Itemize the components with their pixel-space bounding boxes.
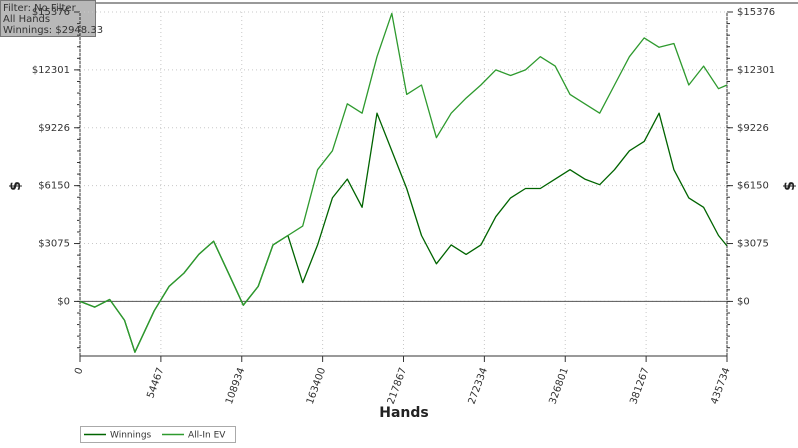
y2-tick-label: $0	[737, 296, 750, 307]
y-tick-label: $6150	[38, 181, 70, 192]
y-axis-title: $	[8, 181, 24, 191]
x-tick-label: 381267	[628, 366, 651, 406]
x-tick-label: 217867	[386, 366, 409, 406]
info-filter: Filter: No Filter	[3, 3, 77, 14]
x-tick-label: 435734	[709, 366, 732, 406]
x-tick-label: 0	[73, 366, 86, 376]
y2-tick-label: $15376	[737, 7, 775, 18]
y2-tick-label: $6150	[737, 181, 769, 192]
y-tick-label: $3075	[38, 239, 70, 250]
legend-label: Winnings	[110, 431, 152, 441]
info-hands: All Hands	[3, 14, 50, 25]
x-tick-label: 163400	[305, 366, 328, 406]
y2-tick-label: $3075	[737, 239, 769, 250]
legend	[80, 426, 236, 443]
y2-axis-title: $	[782, 181, 798, 191]
info-winnings: Winnings: $2948.33	[3, 25, 103, 36]
x-tick-label: 272334	[467, 366, 490, 406]
data-line	[79, 12, 728, 353]
y2-tick-label: $12301	[737, 65, 775, 76]
y-tick-label: $0	[57, 296, 70, 307]
x-axis-title: Hands	[379, 405, 429, 421]
x-tick-label: 326801	[547, 366, 570, 406]
legend-label: All-In EV	[188, 431, 226, 441]
y-tick-label: $9226	[38, 123, 70, 134]
y-tick-label: $12301	[32, 65, 70, 76]
x-tick-label: 108934	[224, 366, 247, 406]
x-tick-label: 54467	[145, 366, 166, 400]
y-tick-label: $15376	[32, 7, 70, 18]
y2-tick-label: $9226	[737, 123, 769, 134]
